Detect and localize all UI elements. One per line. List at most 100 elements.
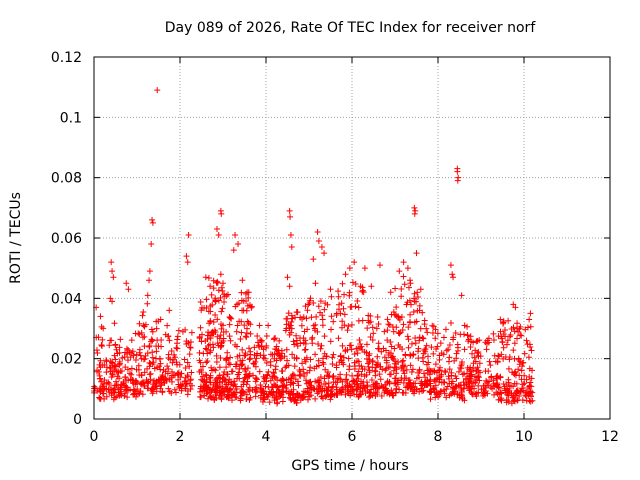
data-point xyxy=(414,307,421,314)
data-point xyxy=(446,392,453,399)
data-point xyxy=(340,387,347,394)
data-point xyxy=(495,333,502,340)
data-point xyxy=(174,333,181,340)
data-point xyxy=(218,321,225,328)
data-point xyxy=(99,336,106,343)
data-point xyxy=(359,366,366,373)
data-point xyxy=(484,379,491,386)
data-point xyxy=(314,228,321,235)
data-point xyxy=(187,344,194,351)
data-point xyxy=(141,369,148,376)
data-point xyxy=(358,343,365,350)
data-point xyxy=(453,355,460,362)
data-point xyxy=(459,371,466,378)
y-tick-label: 0.02 xyxy=(51,352,82,368)
data-point xyxy=(387,338,394,345)
data-point xyxy=(303,354,310,361)
data-point xyxy=(263,344,270,351)
data-point xyxy=(97,364,104,371)
data-point xyxy=(318,244,325,251)
data-point xyxy=(273,346,280,353)
data-point xyxy=(214,333,221,340)
data-point xyxy=(444,383,451,390)
data-point xyxy=(134,391,141,398)
data-point xyxy=(232,383,239,390)
data-point xyxy=(348,387,355,394)
x-tick-label: 4 xyxy=(262,429,271,445)
data-point xyxy=(493,375,500,382)
data-point xyxy=(339,318,346,325)
data-point xyxy=(96,372,103,379)
data-point xyxy=(283,346,290,353)
data-point xyxy=(257,381,264,388)
data-point xyxy=(317,373,324,380)
data-point xyxy=(420,335,427,342)
data-point xyxy=(490,330,497,337)
data-point xyxy=(527,379,534,386)
data-point xyxy=(426,371,433,378)
data-point xyxy=(113,378,120,385)
data-point xyxy=(163,376,170,383)
data-point xyxy=(314,390,321,397)
data-point xyxy=(419,334,426,341)
data-point xyxy=(344,380,351,387)
data-point xyxy=(518,332,525,339)
data-point xyxy=(293,337,300,344)
data-point xyxy=(361,348,368,355)
data-point xyxy=(450,336,457,343)
data-point xyxy=(239,357,246,364)
data-point xyxy=(217,332,224,339)
data-point xyxy=(119,354,126,361)
data-point xyxy=(272,335,279,342)
data-point xyxy=(438,388,445,395)
data-point xyxy=(482,339,489,346)
data-point xyxy=(153,348,160,355)
data-point xyxy=(354,386,361,393)
data-point xyxy=(265,368,272,375)
data-point xyxy=(319,316,326,323)
data-point xyxy=(109,268,116,275)
data-point xyxy=(363,371,370,378)
data-point xyxy=(302,377,309,384)
data-point xyxy=(233,386,240,393)
data-point xyxy=(98,342,105,349)
data-point xyxy=(366,369,373,376)
data-point xyxy=(328,293,335,300)
data-point xyxy=(243,307,250,314)
data-point xyxy=(355,317,362,324)
data-point xyxy=(393,324,400,331)
data-point xyxy=(335,288,342,295)
data-point xyxy=(419,309,426,316)
data-point xyxy=(186,351,193,358)
data-point xyxy=(291,372,298,379)
data-point xyxy=(308,336,315,343)
data-point xyxy=(503,341,510,348)
data-point xyxy=(283,362,290,369)
data-point xyxy=(458,387,465,394)
data-point xyxy=(299,360,306,367)
data-point xyxy=(412,380,419,387)
data-point xyxy=(517,388,524,395)
data-point xyxy=(177,374,184,381)
data-point xyxy=(458,292,465,299)
data-point xyxy=(335,335,342,342)
data-point xyxy=(443,394,450,401)
data-point xyxy=(389,390,396,397)
data-point xyxy=(384,316,391,323)
data-point xyxy=(381,328,388,335)
data-point xyxy=(383,385,390,392)
data-point xyxy=(400,259,407,266)
data-point xyxy=(490,382,497,389)
data-point xyxy=(124,394,131,401)
data-point xyxy=(292,314,299,321)
data-point xyxy=(304,396,311,403)
data-point xyxy=(350,377,357,384)
data-point xyxy=(309,334,316,341)
data-point xyxy=(375,340,382,347)
data-point xyxy=(408,340,415,347)
data-point xyxy=(116,344,123,351)
data-point xyxy=(97,375,104,382)
data-point xyxy=(351,381,358,388)
data-point xyxy=(171,386,178,393)
data-point xyxy=(437,364,444,371)
